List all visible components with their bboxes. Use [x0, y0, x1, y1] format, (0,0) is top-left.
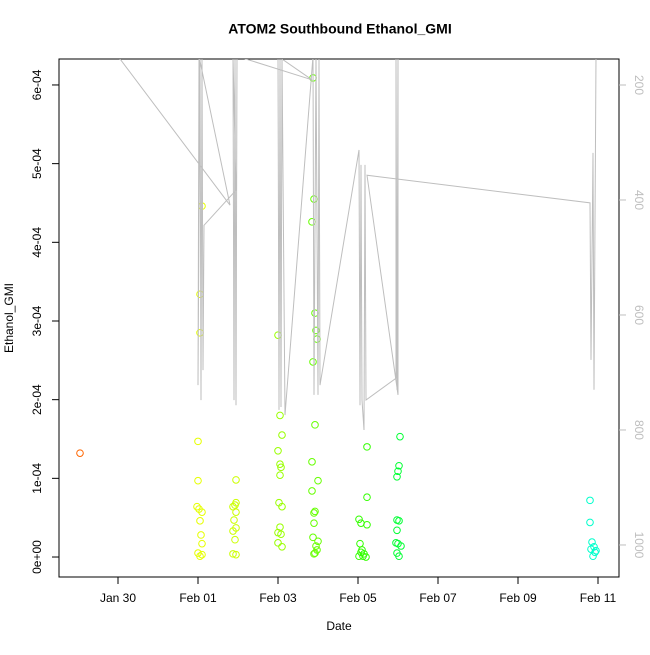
data-point — [276, 460, 284, 468]
x-tick-label: Feb 05 — [339, 591, 377, 605]
data-point — [592, 546, 600, 555]
data-point — [278, 431, 286, 439]
data-point — [309, 533, 317, 542]
data-point — [363, 520, 371, 529]
data-point — [310, 509, 318, 517]
data-point — [232, 508, 240, 516]
data-point — [396, 432, 404, 441]
data-point — [359, 552, 367, 561]
x-tick-label: Feb 01 — [179, 591, 217, 605]
data-point — [395, 552, 403, 561]
y-tick-label: 3e-04 — [30, 305, 44, 336]
data-point — [277, 463, 285, 472]
data-point — [395, 461, 403, 470]
data-point — [198, 539, 206, 548]
x-tick-label: Feb 03 — [259, 591, 297, 605]
data-point — [193, 502, 201, 511]
data-point — [194, 437, 202, 446]
data-point — [393, 472, 401, 481]
data-point — [312, 326, 320, 335]
chart-title: ATOM2 Southbound Ethanol_GMI — [228, 21, 451, 37]
data-point — [229, 550, 237, 558]
data-point — [363, 493, 371, 502]
data-point — [363, 443, 371, 451]
x-tick-label: Feb 11 — [580, 591, 617, 605]
y-tick-label: 5e-04 — [30, 148, 44, 179]
data-point — [232, 476, 240, 484]
y2-tick-label: 800 — [632, 420, 646, 440]
data-point — [278, 502, 286, 511]
data-point — [393, 526, 401, 535]
data-point — [586, 496, 594, 505]
data-point — [355, 515, 363, 524]
data-point — [588, 538, 596, 546]
data-point — [276, 411, 284, 420]
data-point — [310, 519, 318, 527]
data-point — [308, 487, 316, 495]
data-point — [198, 550, 206, 559]
data-point — [314, 537, 322, 546]
data-point — [314, 476, 322, 485]
data-point — [196, 517, 204, 525]
data-point — [198, 508, 206, 516]
y-tick-label: 2e-04 — [30, 384, 44, 415]
data-point — [397, 542, 405, 550]
data-point — [232, 550, 240, 559]
data-point — [274, 539, 282, 547]
data-point — [355, 552, 363, 561]
y2-tick-label: 600 — [632, 305, 646, 325]
data-point — [394, 467, 402, 476]
y2-tick-label: 400 — [632, 190, 646, 210]
y2-tick-label: 1000 — [632, 532, 646, 559]
data-point — [309, 358, 317, 366]
data-point — [231, 501, 239, 509]
data-point — [312, 542, 320, 550]
y-tick-label: 1e-04 — [30, 463, 44, 494]
y-tick-label: 0e+00 — [30, 540, 44, 574]
data-point — [310, 550, 318, 558]
data-point — [229, 527, 237, 535]
data-point — [231, 535, 239, 544]
y2-tick-label: 200 — [632, 75, 646, 95]
x-tick-label: Jan 30 — [100, 591, 136, 605]
x-tick-label: Feb 07 — [419, 591, 457, 605]
data-point — [311, 507, 319, 516]
data-point — [196, 552, 204, 561]
x-tick-label: Feb 09 — [499, 591, 537, 605]
plot-area — [76, 59, 600, 561]
data-point — [586, 518, 594, 527]
data-point — [311, 421, 319, 429]
y-axis-label: Ethanol_GMI — [2, 283, 16, 353]
pressure-line — [119, 59, 597, 431]
data-point — [308, 458, 316, 466]
data-point — [276, 471, 284, 479]
data-point — [274, 447, 282, 455]
data-point — [197, 531, 205, 539]
data-point — [311, 549, 319, 557]
data-point — [395, 517, 403, 525]
y-tick-label: 4e-04 — [30, 227, 44, 258]
data-point — [194, 476, 202, 485]
plot-frame — [58, 58, 620, 578]
data-point — [76, 449, 84, 457]
y-tick-label: 6e-04 — [30, 69, 44, 100]
data-point — [230, 516, 238, 524]
data-point — [278, 542, 286, 551]
x-axis-label: Date — [326, 619, 352, 633]
data-point — [591, 548, 599, 557]
data-point — [277, 530, 285, 539]
